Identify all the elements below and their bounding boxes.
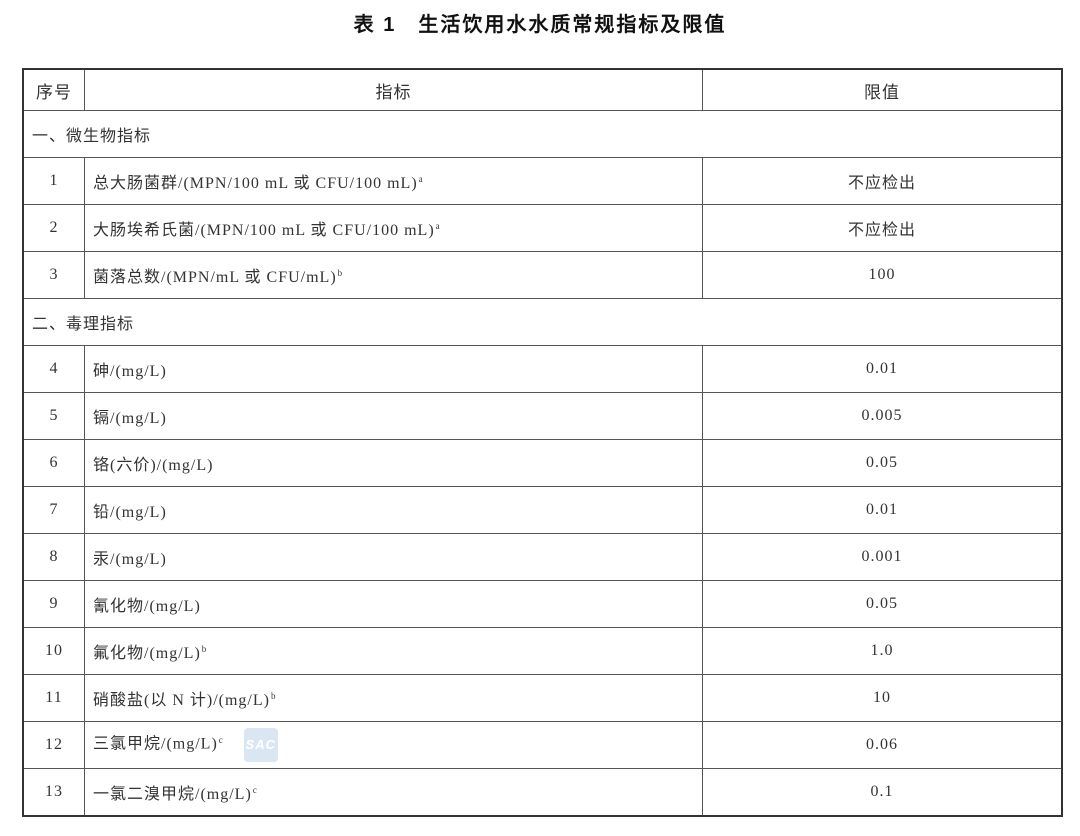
section-row: 二、毒理指标 xyxy=(22,298,1063,346)
row-index: 7 xyxy=(22,486,85,534)
table-title: 生活饮用水水质常规指标及限值 xyxy=(418,14,727,36)
limit-value: 0.1 xyxy=(702,768,1063,817)
table-row: 9 氰化物/(mg/L) 0.05 xyxy=(22,580,1063,628)
indicator-text: 菌落总数/(MPN/mL 或 CFU/mL) xyxy=(93,269,337,286)
water-quality-table: 序号 指标 限值 一、微生物指标 1 总大肠菌群/(MPN/100 mL 或 CFU… xyxy=(22,68,1063,817)
header-index: 序号 xyxy=(22,68,85,111)
row-index: 6 xyxy=(22,439,85,487)
footnote-mark: c xyxy=(252,785,258,795)
indicator-cell: 汞/(mg/L) xyxy=(84,533,703,581)
row-index: 9 xyxy=(22,580,85,628)
footnote-mark: b xyxy=(201,644,208,654)
row-index: 11 xyxy=(22,674,85,722)
row-index: 4 xyxy=(22,345,85,393)
header-row: 序号 指标 限值 xyxy=(22,68,1063,111)
limit-value: 10 xyxy=(702,674,1063,722)
row-index: 1 xyxy=(22,157,85,205)
limit-value: 0.05 xyxy=(702,580,1063,628)
table-row: 11 硝酸盐(以 N 计)/(mg/L)b 10 xyxy=(22,674,1063,722)
table-row: 8 汞/(mg/L) 0.001 xyxy=(22,533,1063,581)
table-row: 5 镉/(mg/L) 0.005 xyxy=(22,392,1063,440)
table-row: 4 砷/(mg/L) 0.01 xyxy=(22,345,1063,393)
indicator-cell: 铅/(mg/L) xyxy=(84,486,703,534)
table-row: 1 总大肠菌群/(MPN/100 mL 或 CFU/100 mL)a 不应检出 xyxy=(22,157,1063,205)
indicator-cell: 砷/(mg/L) xyxy=(84,345,703,393)
limit-value: 0.06 xyxy=(702,721,1063,769)
header-limit: 限值 xyxy=(702,68,1063,111)
indicator-cell: 总大肠菌群/(MPN/100 mL 或 CFU/100 mL)a xyxy=(84,157,703,205)
row-index: 2 xyxy=(22,204,85,252)
limit-value: 1.0 xyxy=(702,627,1063,675)
row-index: 8 xyxy=(22,533,85,581)
indicator-cell: 氰化物/(mg/L) xyxy=(84,580,703,628)
row-index: 5 xyxy=(22,392,85,440)
indicator-text: 一氯二溴甲烷/(mg/L) xyxy=(93,786,252,803)
indicator-cell: 镉/(mg/L) xyxy=(84,392,703,440)
table-row: 10 氟化物/(mg/L)b 1.0 xyxy=(22,627,1063,675)
footnote-mark: a xyxy=(435,221,441,231)
indicator-text: 硝酸盐(以 N 计)/(mg/L) xyxy=(93,692,270,709)
footnote-mark: c xyxy=(218,734,224,745)
row-index: 10 xyxy=(22,627,85,675)
indicator-text: 铅/(mg/L) xyxy=(93,504,167,521)
limit-value: 不应检出 xyxy=(702,157,1063,205)
indicator-text: 铬(六价)/(mg/L) xyxy=(93,457,214,474)
footnote-mark: a xyxy=(418,174,424,184)
footnote-mark: b xyxy=(337,268,344,278)
indicator-cell: 菌落总数/(MPN/mL 或 CFU/mL)b xyxy=(84,251,703,299)
sac-watermark-logo: SAC xyxy=(243,728,278,762)
indicator-cell: 大肠埃希氏菌/(MPN/100 mL 或 CFU/100 mL)a xyxy=(84,204,703,252)
indicator-cell: 硝酸盐(以 N 计)/(mg/L)b xyxy=(84,674,703,722)
limit-value: 0.001 xyxy=(702,533,1063,581)
indicator-cell: 三氯甲烷/(mg/L)c SAC xyxy=(84,721,703,769)
indicator-cell: 氟化物/(mg/L)b xyxy=(84,627,703,675)
limit-value: 不应检出 xyxy=(702,204,1063,252)
row-index: 12 xyxy=(22,721,85,769)
row-index: 13 xyxy=(22,768,85,817)
table-row: 3 菌落总数/(MPN/mL 或 CFU/mL)b 100 xyxy=(22,251,1063,299)
table-row: 7 铅/(mg/L) 0.01 xyxy=(22,486,1063,534)
indicator-text: 总大肠菌群/(MPN/100 mL 或 CFU/100 mL) xyxy=(93,175,418,192)
indicator-text: 三氯甲烷/(mg/L) xyxy=(93,735,218,753)
indicator-text: 砷/(mg/L) xyxy=(93,363,167,380)
table-row: 6 铬(六价)/(mg/L) 0.05 xyxy=(22,439,1063,487)
indicator-cell: 铬(六价)/(mg/L) xyxy=(84,439,703,487)
indicator-text: 镉/(mg/L) xyxy=(93,410,167,427)
row-index: 3 xyxy=(22,251,85,299)
table-row: 12 三氯甲烷/(mg/L)c SAC 0.06 xyxy=(22,721,1063,769)
indicator-text: 氟化物/(mg/L) xyxy=(93,645,201,662)
indicator-text: 大肠埃希氏菌/(MPN/100 mL 或 CFU/100 mL) xyxy=(93,222,435,239)
limit-value: 100 xyxy=(702,251,1063,299)
indicator-cell: 一氯二溴甲烷/(mg/L)c xyxy=(84,768,703,817)
indicator-text: 氰化物/(mg/L) xyxy=(93,598,201,615)
section-label: 一、微生物指标 xyxy=(22,110,1063,158)
section-row: 一、微生物指标 xyxy=(22,110,1063,158)
table-number: 表 1 xyxy=(353,14,397,36)
table-caption: 表 1 生活饮用水水质常规指标及限值 xyxy=(0,8,1080,37)
limit-value: 0.005 xyxy=(702,392,1063,440)
table-row: 2 大肠埃希氏菌/(MPN/100 mL 或 CFU/100 mL)a 不应检出 xyxy=(22,204,1063,252)
table-row: 13 一氯二溴甲烷/(mg/L)c 0.1 xyxy=(22,768,1063,817)
indicator-text: 汞/(mg/L) xyxy=(93,551,167,568)
section-label: 二、毒理指标 xyxy=(22,298,1063,346)
limit-value: 0.01 xyxy=(702,486,1063,534)
limit-value: 0.01 xyxy=(702,345,1063,393)
limit-value: 0.05 xyxy=(702,439,1063,487)
footnote-mark: b xyxy=(270,691,277,701)
header-indicator: 指标 xyxy=(84,68,703,111)
